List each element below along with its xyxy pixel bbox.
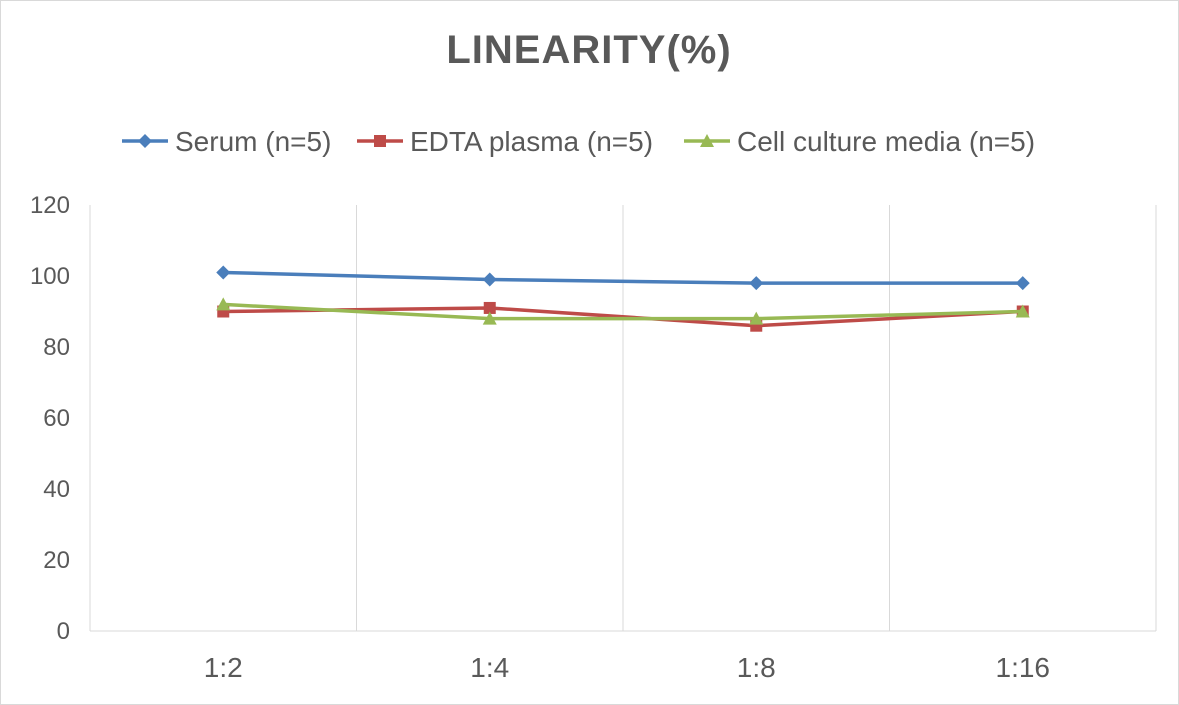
series-1: [216, 265, 1030, 291]
data-point: [216, 265, 231, 280]
y-tick-label: 80: [43, 334, 70, 361]
series-3: [216, 297, 1030, 325]
series-line: [223, 270, 1023, 285]
legend-marker: [374, 135, 386, 147]
legend-item: Serum (n=5): [122, 126, 331, 157]
data-point: [482, 311, 497, 325]
y-tick-label: 0: [57, 618, 70, 645]
chart-title: LINEARITY(%): [446, 28, 731, 72]
data-point: [1015, 276, 1030, 291]
legend-label: Serum (n=5): [175, 126, 331, 157]
data-point: [216, 297, 231, 311]
y-tick-label: 60: [43, 405, 70, 432]
legend-item: EDTA plasma (n=5): [357, 126, 653, 157]
legend-label: EDTA plasma (n=5): [410, 126, 653, 157]
y-tick-label: 120: [30, 192, 70, 219]
x-tick-label: 1:2: [204, 652, 243, 683]
x-tick-label: 1:8: [737, 652, 776, 683]
legend-label: Cell culture media (n=5): [737, 126, 1035, 157]
data-point: [749, 311, 764, 325]
legend: Serum (n=5) EDTA plasma (n=5) Cell culture…: [122, 126, 1035, 157]
y-tick-label: 40: [43, 476, 70, 503]
data-point: [1015, 304, 1030, 318]
series-line: [223, 302, 1023, 321]
series-group: [216, 265, 1030, 332]
y-tick-label: 100: [30, 263, 70, 290]
legend-marker: [700, 134, 714, 147]
data-point: [749, 276, 764, 291]
x-axis: 1:2 1:4 1:8 1:16: [204, 652, 1050, 683]
x-tick-label: 1:16: [996, 652, 1051, 683]
y-axis: 0 20 40 60 80 100 120: [30, 192, 70, 645]
legend-marker: [138, 134, 152, 148]
x-tick-label: 1:4: [470, 652, 509, 683]
series-line: [223, 306, 1023, 328]
data-point: [482, 272, 497, 287]
legend-item: Cell culture media (n=5): [684, 126, 1035, 157]
grid: [89, 205, 1157, 632]
data-point: [483, 301, 496, 314]
y-tick-label: 20: [43, 547, 70, 574]
